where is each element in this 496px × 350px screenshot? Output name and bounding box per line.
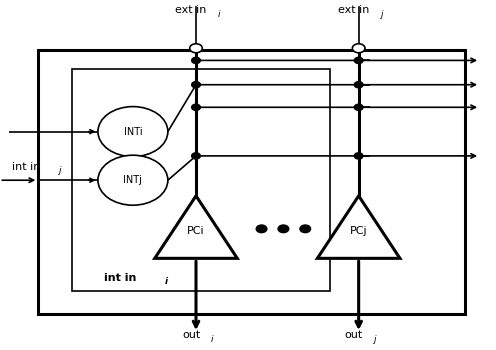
Circle shape (191, 82, 200, 88)
Circle shape (256, 225, 267, 233)
Text: ext in: ext in (338, 5, 370, 15)
Circle shape (354, 153, 363, 159)
Text: int in: int in (11, 162, 40, 172)
Text: PCi: PCi (187, 225, 205, 236)
Bar (38, 50, 465, 314)
Circle shape (98, 155, 168, 205)
Circle shape (354, 82, 363, 88)
Text: PCj: PCj (350, 225, 368, 236)
Text: INTi: INTi (124, 127, 142, 136)
Circle shape (191, 57, 200, 64)
Text: int in: int in (104, 273, 136, 283)
Bar (72, 69, 329, 291)
Text: j: j (373, 335, 376, 344)
Text: i: i (211, 335, 213, 344)
Text: out: out (182, 330, 200, 340)
Circle shape (191, 104, 200, 110)
Circle shape (191, 153, 200, 159)
Circle shape (354, 57, 363, 64)
Polygon shape (155, 196, 237, 258)
Circle shape (278, 225, 289, 233)
Circle shape (352, 44, 365, 53)
Text: ext in: ext in (176, 5, 207, 15)
Text: INTj: INTj (124, 175, 142, 185)
Text: j: j (380, 10, 383, 19)
Circle shape (98, 107, 168, 156)
Text: out: out (345, 330, 363, 340)
Circle shape (300, 225, 310, 233)
Text: j: j (58, 166, 60, 175)
Circle shape (354, 104, 363, 110)
Text: i: i (165, 277, 168, 286)
Polygon shape (317, 196, 400, 258)
Circle shape (189, 44, 202, 53)
Text: i: i (218, 10, 220, 19)
